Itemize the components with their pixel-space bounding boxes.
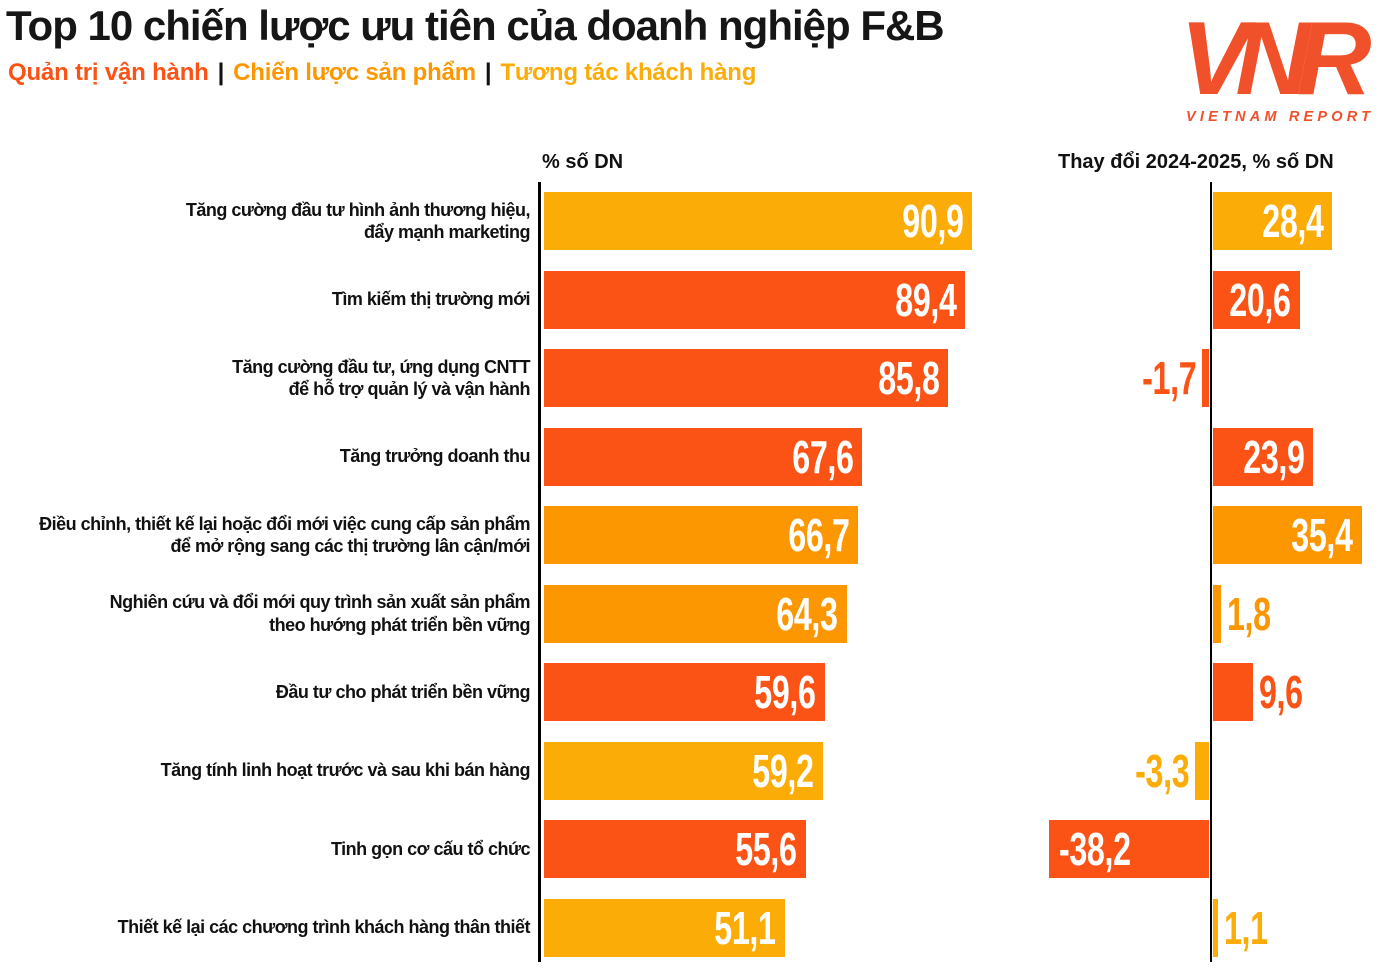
- value-bar: 51,1: [544, 898, 785, 957]
- left-column-header: % số DN: [542, 151, 624, 173]
- change-bar: -38,2: [1048, 820, 1209, 878]
- category-label: Tăng cường đầu tư hình ảnh thương hiệu, …: [185, 199, 531, 243]
- change-label: -1,7: [1119, 349, 1196, 407]
- value-bar: 55,6: [544, 820, 806, 878]
- legend-item-operations: Quản trị vận hành: [8, 59, 209, 86]
- value-bar: 59,6: [544, 663, 825, 721]
- chart-row: Tăng cường đầu tư hình ảnh thương hiệu, …: [0, 192, 1379, 250]
- change-label: 20,6: [1229, 273, 1291, 326]
- value-label: 55,6: [735, 823, 798, 875]
- change-bar: [1213, 898, 1218, 957]
- category-label: Nghiên cứu và đổi mới quy trình sản xuất…: [109, 592, 531, 635]
- change-label-text: 9,6: [1259, 666, 1304, 718]
- change-bar: 28,4: [1213, 192, 1333, 250]
- chart-row: Đầu tư cho phát triển bền vững 59,6 9,6: [0, 663, 1379, 721]
- change-label: 1,1: [1224, 899, 1286, 957]
- category-label: Thiết kế lại các chương trình khách hàng…: [117, 917, 531, 938]
- category-label: Tìm kiếm thị trường mới: [331, 289, 531, 310]
- change-label-text: -1,7: [1141, 352, 1196, 404]
- change-label-text: -3,3: [1135, 744, 1190, 797]
- right-axis-line: [1210, 182, 1212, 962]
- chart-row: Tăng tính linh hoạt trước và sau khi bán…: [0, 741, 1379, 800]
- value-bar: 85,8: [544, 349, 949, 407]
- page-title: Top 10 chiến lược ưu tiên của doanh nghi…: [6, 2, 945, 49]
- chart-row: Tăng trưởng doanh thu 67,6 23,9: [0, 427, 1379, 486]
- value-bar: 66,7: [544, 506, 859, 564]
- value-bar: 89,4: [544, 270, 966, 329]
- category-label: Tăng tính linh hoạt trước và sau khi bán…: [160, 760, 531, 781]
- value-label: 89,4: [894, 273, 957, 326]
- vietnam-report-logo: VNR VIETNAM REPORT: [1180, 1, 1379, 130]
- value-label: 59,6: [754, 666, 816, 718]
- change-bar: [1195, 741, 1209, 800]
- change-label-text: 1,1: [1223, 901, 1268, 954]
- vnr-logo-graphic: VNR VIETNAM REPORT: [1180, 1, 1379, 125]
- change-label-text: 1,8: [1226, 587, 1271, 640]
- change-label: 28,4: [1262, 195, 1324, 247]
- legend-separator: |: [484, 59, 492, 86]
- chart-row: Tìm kiếm thị trường mới 89,4 20,6: [0, 270, 1379, 329]
- change-label: -3,3: [1112, 742, 1189, 800]
- legend-item-product: Chiến lược sản phẩm: [233, 59, 476, 86]
- value-label: 64,3: [776, 587, 839, 640]
- chart-row: Nghiên cứu và đổi mới quy trình sản xuất…: [0, 584, 1379, 643]
- change-bar: [1213, 663, 1254, 721]
- category-label: Tăng trưởng doanh thu: [339, 446, 531, 467]
- right-column-header: Thay đổi 2024-2025, % số DN: [1058, 151, 1334, 173]
- change-label: 1,8: [1227, 585, 1289, 643]
- category-label: Tăng cường đầu tư, ứng dụng CNTT để hỗ t…: [232, 356, 530, 400]
- value-bar: 90,9: [544, 192, 973, 250]
- chart-row: Tăng cường đầu tư, ứng dụng CNTT để hỗ t…: [0, 349, 1379, 407]
- category-label: Tinh gọn cơ cấu tổ chức: [330, 838, 531, 859]
- value-label: 66,7: [787, 509, 850, 561]
- category-label: Đầu tư cho phát triển bền vững: [275, 681, 531, 702]
- value-bar: 59,2: [544, 741, 823, 800]
- value-label: 59,2: [752, 744, 815, 797]
- value-label: 90,9: [901, 195, 964, 247]
- value-bar: 64,3: [544, 584, 847, 643]
- value-label: 67,6: [792, 430, 854, 483]
- logo-name: VIETNAM REPORT: [1186, 109, 1374, 125]
- value-bar: 67,6: [544, 427, 863, 486]
- legend-item-customer: Tương tác khách hàng: [500, 59, 757, 86]
- legend-separator: |: [217, 59, 225, 86]
- change-label: 23,9: [1243, 430, 1305, 483]
- left-axis-line: [538, 182, 541, 962]
- chart-row: Tinh gọn cơ cấu tổ chức 55,6 -38,2: [0, 820, 1379, 878]
- change-bar: [1213, 584, 1221, 643]
- change-bar: [1201, 349, 1209, 407]
- value-label: 85,8: [877, 352, 940, 404]
- value-label: 51,1: [714, 901, 776, 954]
- chart-row: Điều chỉnh, thiết kế lại hoặc đổi mới vi…: [0, 506, 1379, 564]
- change-bar: 35,4: [1213, 506, 1362, 564]
- change-label: 9,6: [1259, 663, 1321, 721]
- change-bar: 23,9: [1213, 427, 1314, 486]
- logo-acronym: VNR: [1180, 2, 1371, 117]
- change-label: -38,2: [1058, 823, 1131, 875]
- change-bar: 20,6: [1213, 270, 1300, 329]
- change-label: 35,4: [1291, 509, 1353, 561]
- chart-legend: Quản trị vận hành | Chiến lược sản phẩm | Tư…: [8, 59, 756, 87]
- chart-row: Thiết kế lại các chương trình khách hàng…: [0, 898, 1379, 957]
- category-label: Điều chỉnh, thiết kế lại hoặc đổi mới vi…: [39, 513, 530, 557]
